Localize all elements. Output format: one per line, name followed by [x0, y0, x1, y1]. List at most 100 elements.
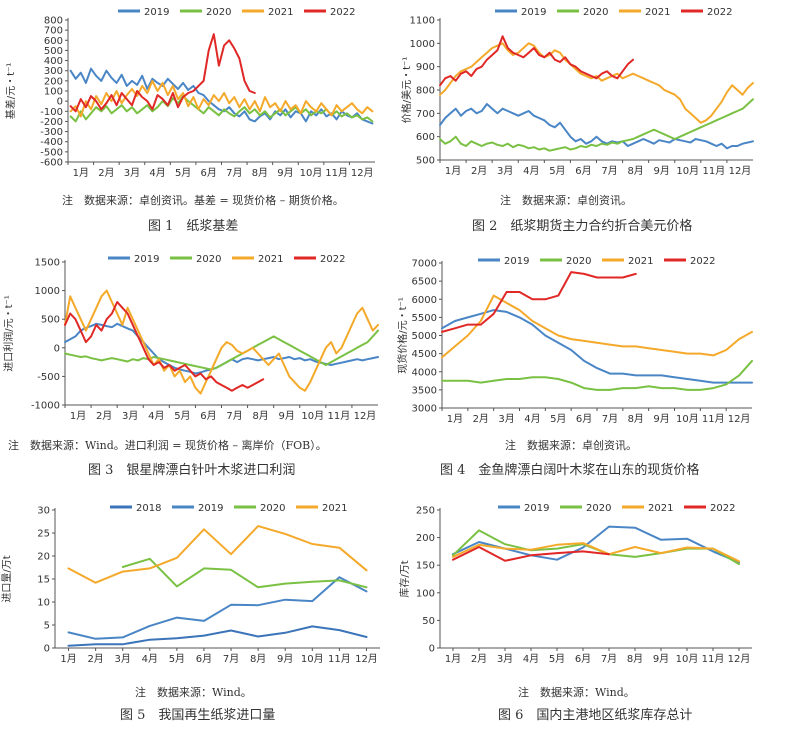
chart-3-legend-label-2019: 2019	[134, 254, 159, 265]
chart-3-x-tick-label: 1月	[70, 410, 86, 422]
chart-5-series-2020	[121, 557, 368, 589]
chart-4-y-tick-label: 6000	[412, 295, 437, 306]
chart-6-x-tick-label: 8月	[627, 653, 643, 665]
chart-6-series-2021	[452, 542, 740, 563]
figure-2-caption: 图 2 纸浆期货主力合约折合美元价格	[472, 219, 693, 234]
chart-4-x-tick-label: 2月	[473, 413, 489, 425]
chart-6-y-tick-label: 150	[416, 561, 435, 572]
chart-1-y-tick-label: -200	[40, 117, 63, 128]
chart-5-x-tick-label: 12月	[355, 653, 378, 665]
chart-1-y-tick-label: 600	[44, 36, 63, 47]
chart-3-y-tick-label: 1500	[35, 258, 60, 269]
figure-2-note: 注 数据来源：卓创资讯。	[500, 194, 632, 207]
chart-5-y-tick-label: 5	[44, 621, 50, 632]
chart-6-x-tick-label: 1月	[445, 653, 461, 665]
chart-5-series-2021	[67, 525, 368, 584]
chart-5-x-tick-label: 7月	[223, 653, 239, 665]
chart-3-y-axis-label: 进口利润/元・t⁻¹	[2, 295, 15, 372]
chart-5-x-tick-label: 8月	[250, 653, 266, 665]
chart-4-x-tick-label: 6月	[576, 413, 592, 425]
chart-1-legend-label-2022: 2022	[330, 7, 355, 18]
chart-6-y-tick-label: 0	[429, 644, 435, 655]
chart-5-y-tick-label: 25	[37, 529, 50, 540]
chart-2-legend-label-2022: 2022	[707, 7, 732, 18]
figure-6: 0 50 100 150 200 250 1月 2月 3月 4月 5月 6月 7月 8月 9月 10月 11月 1…	[398, 500, 800, 743]
figure-4: 3000 3500 4000 4500 5000 5500 6000 6500 7000 1月 2月…	[396, 250, 800, 490]
chart-2-x-tick-label: 11月	[703, 165, 726, 177]
chart-2-y-tick-label: 500	[416, 156, 435, 167]
chart-3-legend-label-2020: 2020	[196, 254, 221, 265]
chart-2-series-2022	[439, 35, 634, 87]
chart-1-series-2019	[69, 67, 374, 125]
figure-3-note: 注 数据来源：Wind。进口利润 = 现货价格 – 离岸价（FOB）。	[8, 439, 327, 452]
chart-6-x-tick-label: 11月	[702, 653, 725, 665]
chart-3-legend-label-2021: 2021	[258, 254, 283, 265]
chart-2-x-tick-label: 6月	[575, 165, 591, 177]
chart-1-series-2022	[69, 33, 256, 113]
chart-2-x-tick-label: 12月	[729, 165, 752, 177]
chart-5-x-tick-label: 10月	[301, 653, 324, 665]
chart-2-x-tick-label: 3月	[497, 165, 513, 177]
chart-4-y-tick-label: 6500	[412, 277, 437, 288]
chart-5-x-tick-label: 5月	[169, 653, 185, 665]
chart-2-y-axis-label: 价格/美元・t⁻¹	[400, 57, 413, 124]
chart-5-y-tick-label: 10	[37, 598, 50, 609]
chart-4-x-tick-label: 3月	[498, 413, 514, 425]
chart-4-legend-label-2022: 2022	[690, 256, 715, 267]
chart-6-x-tick-label: 5月	[549, 653, 565, 665]
chart-3-x-tick-label: 10月	[301, 410, 324, 422]
chart-2-x-tick-label: 7月	[601, 165, 617, 177]
figure-4-caption: 图 4 金鱼牌漂白阔叶木浆在山东的现货价格	[440, 463, 700, 478]
chart-6-x-tick-label: 9月	[653, 653, 669, 665]
chart-5-x-tick-label: 4月	[142, 653, 158, 665]
chart-1-x-tick-label: 6月	[201, 167, 217, 179]
chart-3-x-tick-label: 3月	[122, 410, 138, 422]
chart-2-legend-label-2019: 2019	[521, 7, 546, 18]
chart-3-y-tick-label: 0	[54, 343, 60, 354]
chart-6-x-tick-label: 12月	[728, 653, 751, 665]
chart-6-legend-label-2019: 2019	[524, 503, 549, 514]
chart-1-legend-label-2021: 2021	[268, 7, 293, 18]
chart-5-y-tick-label: 30	[37, 506, 50, 517]
chart-5-x-tick-label: 3月	[115, 653, 131, 665]
chart-4-series-2022	[441, 271, 637, 333]
chart-3-x-tick-label: 5月	[174, 410, 190, 422]
figure-5-note: 注 数据来源：Wind。	[135, 686, 252, 699]
chart-1-series-2021	[69, 79, 374, 118]
figure-5: 0 5 10 15 20 25 30 1月 2月 3月 4月 5月 6月 7月 8月 9月 10月 11月 12月 进…	[0, 500, 400, 743]
chart-3-x-tick-label: 9月	[279, 410, 295, 422]
chart-4-legend-label-2019: 2019	[504, 256, 529, 267]
chart-1-x-tick-label: 12月	[351, 167, 374, 179]
chart-3-x-tick-label: 4月	[148, 410, 164, 422]
chart-2-x-tick-label: 9月	[654, 165, 670, 177]
chart-2-y-tick-label: 1000	[410, 39, 435, 50]
chart-1-x-tick-label: 1月	[73, 167, 89, 179]
chart-4-x-tick-label: 1月	[447, 413, 463, 425]
chart-4-x-tick-label: 4月	[524, 413, 540, 425]
chart-4-x-tick-label: 10月	[676, 413, 699, 425]
chart-2-x-tick-label: 5月	[549, 165, 565, 177]
figure-6-note: 注 数据来源：Wind。	[518, 686, 635, 699]
chart-6-legend-label-2020: 2020	[586, 503, 611, 514]
chart-2-legend-label-2021: 2021	[645, 7, 670, 18]
chart-4-y-tick-label: 4500	[412, 349, 437, 360]
chart-1-x-tick-label: 10月	[300, 167, 323, 179]
chart-6-y-axis-label: 库存/万t	[398, 560, 411, 597]
chart-3-x-tick-label: 11月	[328, 410, 351, 422]
chart-1-legend-label-2020: 2020	[206, 7, 231, 18]
chart-2-svg: 500 600 700 800 900 1000 1100 1月 2月 3月 4月 5月 6月 7月 8月 9…	[400, 7, 754, 177]
chart-5-legend-label-2020: 2020	[260, 503, 285, 514]
chart-6-y-tick-label: 100	[416, 588, 435, 599]
chart-1-y-tick-label: -600	[40, 158, 63, 169]
chart-4-y-tick-label: 5500	[412, 313, 437, 324]
chart-6-legend-label-2021: 2021	[648, 503, 673, 514]
chart-1-x-tick-label: 11月	[325, 167, 348, 179]
chart-3-svg: -1000 -500 0 500 1000 1500 1月 2月 3月 4月 5月 6月 7月 8月 9月 1…	[2, 254, 379, 422]
chart-3-x-tick-label: 12月	[354, 410, 377, 422]
chart-4-x-tick-label: 5月	[550, 413, 566, 425]
chart-1-x-tick-label: 2月	[98, 167, 114, 179]
chart-1-y-tick-label: 700	[44, 26, 63, 37]
chart-2-y-tick-label: 900	[416, 62, 435, 73]
chart-4-legend-label-2020: 2020	[566, 256, 591, 267]
chart-2-series-2020	[439, 98, 754, 152]
